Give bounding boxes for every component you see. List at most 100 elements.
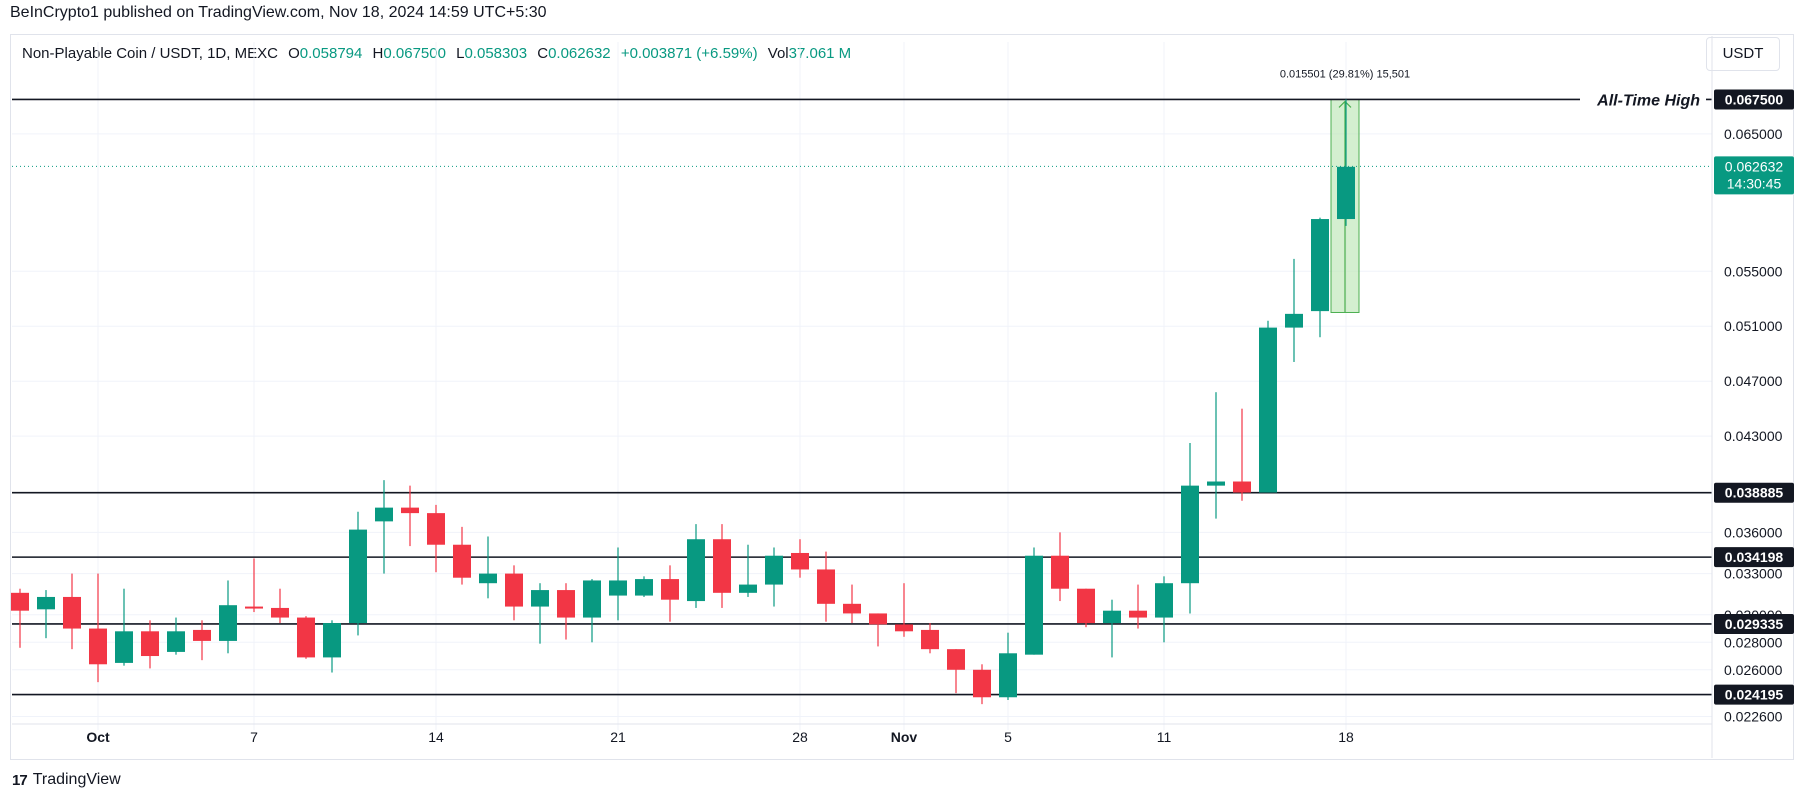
candle-body [947, 649, 965, 670]
level-annotation-bg [1580, 89, 1706, 110]
legend-close-label: C [537, 45, 549, 62]
legend-high-label: H [372, 45, 384, 62]
level-price-tag [1714, 482, 1794, 503]
candle-body [1337, 166, 1355, 220]
level-price-label: 0.034198 [1725, 549, 1784, 565]
bar-countdown: 14:30:45 [1727, 175, 1782, 191]
candle-body [1311, 219, 1329, 312]
level-price-tag [1714, 684, 1794, 705]
level-price-tag [1714, 547, 1794, 568]
x-tick-label: 7 [250, 729, 258, 745]
y-tick-label: 0.065000 [1724, 126, 1783, 142]
candle-body [349, 529, 367, 624]
x-tick-label: Oct [86, 729, 110, 745]
y-tick-label: 0.036000 [1724, 524, 1783, 540]
candle-body [635, 579, 653, 596]
candle-body [739, 584, 757, 593]
candle-body [765, 555, 783, 585]
legend-open-label: O [288, 45, 300, 62]
candle-body [1233, 481, 1251, 493]
candle-body [271, 607, 289, 618]
tradingview-logo-icon: 17 [12, 771, 28, 789]
legend-low-value: 0.058303 [464, 45, 528, 62]
y-tick-label: 0.028000 [1724, 634, 1783, 650]
x-tick-label: 5 [1004, 729, 1012, 745]
level-price-tag [1714, 613, 1794, 634]
candle-body [375, 507, 393, 522]
level-price-tag [1714, 89, 1794, 110]
candle-body [245, 606, 263, 609]
candle-body [1285, 313, 1303, 328]
candle-body [583, 580, 601, 618]
y-tick-label: 0.055000 [1724, 263, 1783, 279]
candle-body [531, 590, 549, 607]
chart-frame [10, 34, 1794, 760]
y-tick-label: 0.047000 [1724, 373, 1783, 389]
candle-body [999, 653, 1017, 698]
candle-body [661, 579, 679, 600]
level-price-label: 0.024195 [1725, 687, 1784, 703]
candle-body [1207, 481, 1225, 486]
candle-body [89, 628, 107, 665]
candle-body [1103, 610, 1121, 624]
level-price-label: 0.029335 [1725, 616, 1784, 632]
candle-body [609, 580, 627, 596]
candle-body [1259, 327, 1277, 493]
candle-body [219, 605, 237, 641]
candle-body [791, 552, 809, 570]
candle-body [1181, 485, 1199, 584]
x-tick-label: Nov [891, 729, 918, 745]
all-time-high-label: All-Time High [1596, 92, 1700, 109]
legend-high-value: 0.067500 [383, 45, 446, 62]
candle-body [141, 631, 159, 657]
x-tick-label: 14 [428, 729, 444, 745]
legend-close-value: 0.062632 [548, 45, 611, 62]
level-price-label: 0.067500 [1725, 91, 1784, 107]
candle-body [817, 569, 835, 604]
candle-body [167, 631, 185, 652]
y-tick-label: 0.043000 [1724, 428, 1783, 444]
legend-volume-label: Vol [767, 45, 789, 62]
candle-body [323, 623, 341, 658]
legend-change: +0.003871 (+6.59%) [620, 45, 758, 62]
candle-body [1155, 583, 1173, 618]
measure-arrow-head [1338, 100, 1352, 108]
candle-body [401, 507, 419, 514]
currency-button[interactable]: USDT [1706, 37, 1780, 71]
y-tick-label: 0.033000 [1724, 566, 1783, 582]
candle-body [505, 573, 523, 607]
legend-low-label: L [456, 45, 465, 62]
candle-body [297, 617, 315, 658]
level-price-label: 0.038885 [1725, 485, 1784, 501]
legend-symbol[interactable]: Non-Playable Coin / USDT, 1D, MEXC [22, 45, 278, 62]
candle-body [115, 631, 133, 663]
candle-body [63, 596, 81, 629]
publish-attribution: BeInCrypto1 published on TradingView.com… [10, 4, 547, 21]
candle-body [921, 629, 939, 650]
candle-body [1025, 555, 1043, 655]
last-price-label: 0.062632 [1725, 158, 1784, 174]
chart-legend: Non-Playable Coin / USDT, 1D, MEXC O0.05… [22, 45, 851, 62]
y-tick-label: 0.022600 [1724, 709, 1783, 725]
candle-body [713, 539, 731, 593]
candle-body [193, 629, 211, 641]
candle-body [1077, 588, 1095, 624]
candle-body [973, 669, 991, 698]
candle-body [1051, 555, 1069, 589]
x-tick-label: 11 [1157, 729, 1172, 745]
candle-body [479, 573, 497, 584]
last-price-tag [1714, 156, 1794, 195]
measure-label: 0.015501 (29.81%) 15,501 [1280, 68, 1410, 80]
candle-body [869, 613, 887, 625]
legend-volume-value: 37.061 M [788, 45, 852, 62]
y-tick-label: 0.026000 [1724, 662, 1783, 678]
x-tick-label: 21 [610, 729, 626, 745]
legend-open-value: 0.058794 [299, 45, 363, 62]
candle-body [1129, 610, 1147, 618]
tradingview-logo[interactable]: 17 TradingView [12, 771, 121, 789]
tradingview-brand: TradingView [32, 771, 121, 788]
y-tick-label: 0.051000 [1724, 318, 1783, 334]
candle-body [11, 592, 29, 611]
candle-body [37, 596, 55, 610]
